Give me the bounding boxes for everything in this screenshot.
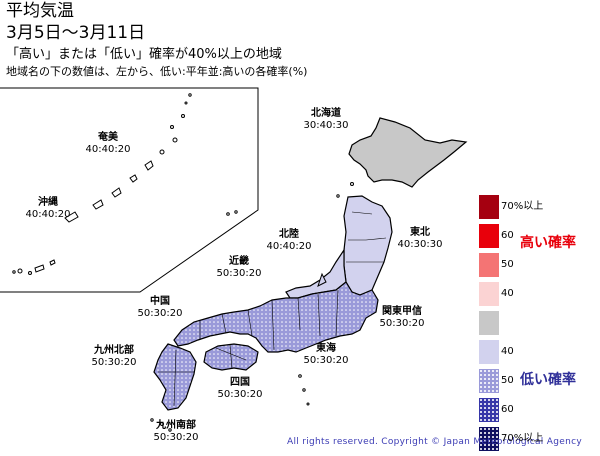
region-name: 四国 <box>229 377 250 388</box>
region-values: 50:30:20 <box>137 308 183 319</box>
region-honshu-south-shape <box>173 281 379 353</box>
legend-swatch-label: 60 <box>501 230 514 241</box>
region-values: 50:30:20 <box>216 268 262 279</box>
legend-swatch-label: 50 <box>501 259 514 270</box>
legend-swatch <box>479 311 499 335</box>
region-values: 40:40:20 <box>85 144 131 155</box>
region-values: 50:30:20 <box>303 355 349 366</box>
region-name: 中国 <box>149 296 170 307</box>
region-tohoku-shape <box>343 195 393 296</box>
region-label-kinki: 近畿 50:30:20 <box>217 256 262 280</box>
region-name: 沖縄 <box>37 197 58 208</box>
region-values: 40:30:30 <box>397 239 443 250</box>
legend-high-label: 高い確率 <box>520 235 576 251</box>
region-name: 近畿 <box>228 256 249 267</box>
legend-swatch-label: 50 <box>501 375 514 386</box>
region-name: 東海 <box>315 343 336 354</box>
region-label-kyushu-south: 九州南部 50:30:20 <box>154 420 199 444</box>
region-values: 50:30:20 <box>217 389 263 400</box>
legend-swatch <box>479 427 499 451</box>
map-note: 地域名の下の数値は、左から、低い:平年並:高いの各確率(%) <box>6 65 308 78</box>
region-label-chugoku: 中国 50:30:20 <box>138 296 183 320</box>
region-name: 関東甲信 <box>381 306 422 317</box>
probability-legend <box>479 195 499 456</box>
region-name: 九州南部 <box>155 420 196 431</box>
region-label-tohoku: 東北 40:30:30 <box>398 227 443 251</box>
legend-swatch-label: 40 <box>501 346 514 357</box>
region-name: 東北 <box>409 227 430 238</box>
region-values: 40:40:20 <box>266 241 312 252</box>
region-label-tokai: 東海 50:30:20 <box>304 343 349 367</box>
region-name: 奄美 <box>97 132 118 143</box>
region-hokkaido-shape <box>348 117 468 188</box>
inset-frame <box>0 87 259 293</box>
region-name: 北海道 <box>310 108 341 119</box>
forecast-period: 3月5日～3月11日 <box>6 23 146 43</box>
legend-swatch <box>479 369 499 393</box>
region-label-amami: 奄美 40:40:20 <box>86 132 131 156</box>
map-title: 平均気温 <box>6 1 74 21</box>
legend-swatch <box>479 253 499 277</box>
region-name: 九州北部 <box>93 345 134 356</box>
legend-swatch-label: 70%以上 <box>501 201 544 212</box>
region-label-shikoku: 四国 50:30:20 <box>218 377 263 401</box>
region-label-hokkaido: 北海道 30:40:30 <box>304 108 349 132</box>
southern-islands <box>12 93 238 275</box>
legend-swatch-label: 60 <box>501 404 514 415</box>
legend-swatch-label: 70%以上 <box>501 433 544 444</box>
region-label-okinawa: 沖縄 40:40:20 <box>26 197 71 221</box>
legend-swatch <box>479 282 499 306</box>
legend-swatch <box>479 195 499 219</box>
region-values: 50:30:20 <box>153 432 199 443</box>
legend-swatch <box>479 224 499 248</box>
region-label-kyushu-north: 九州北部 50:30:20 <box>92 345 137 369</box>
legend-low-label: 低い確率 <box>520 372 576 388</box>
region-label-hokuriku: 北陸 40:40:20 <box>267 229 312 253</box>
region-values: 50:30:20 <box>379 318 425 329</box>
region-values: 40:40:20 <box>25 209 71 220</box>
copyright-notice: All rights reserved. Copyright © Japan M… <box>287 437 582 447</box>
region-name: 北陸 <box>278 229 299 240</box>
region-label-kanto-koshin: 関東甲信 50:30:20 <box>380 306 425 330</box>
legend-swatch <box>479 398 499 422</box>
legend-swatch <box>479 340 499 364</box>
legend-swatch-label: 40 <box>501 288 514 299</box>
region-values: 30:40:30 <box>303 120 349 131</box>
map-subtitle: 「高い」または「低い」確率が40%以上の地域 <box>6 47 282 62</box>
region-values: 50:30:20 <box>91 357 137 368</box>
